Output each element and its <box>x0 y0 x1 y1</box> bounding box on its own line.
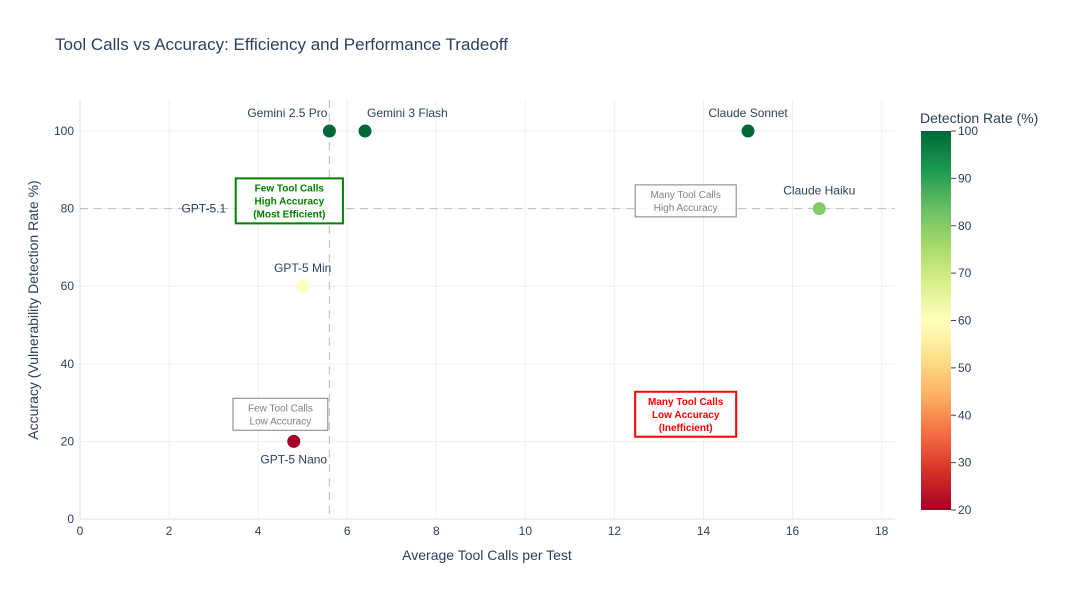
annotation-box: Few Tool Calls Low Accuracy <box>232 397 329 431</box>
annotation-box: Many Tool Calls Low Accuracy (Inefficient) <box>634 390 738 438</box>
annotation-text: Low Accuracy <box>250 416 312 427</box>
x-tick-label: 10 <box>519 524 533 538</box>
x-tick-label: 14 <box>697 524 711 538</box>
annotation-text: Many Tool Calls <box>648 397 724 408</box>
point-label: Gemini 3 Flash <box>367 106 448 120</box>
point-label: Gemini 2.5 Pro <box>247 106 327 120</box>
x-tick-label: 18 <box>875 524 889 538</box>
data-point <box>812 202 826 216</box>
data-point <box>287 434 301 448</box>
x-tick-label: 8 <box>433 524 440 538</box>
colorbar-ticks: 20 30 40 50 60 70 80 90 100 <box>951 124 978 517</box>
x-tick-label: 6 <box>344 524 351 538</box>
y-tick-label: 100 <box>54 124 74 138</box>
point-label: Claude Sonnet <box>708 106 788 120</box>
colorbar-tick-label: 40 <box>958 408 972 422</box>
colorbar-tick-label: 30 <box>958 456 972 470</box>
colorbar-tick-label: 50 <box>958 361 972 375</box>
colorbar <box>921 131 951 510</box>
data-point <box>358 124 372 138</box>
annotation-border <box>234 177 344 225</box>
annotation-text: High Accuracy <box>654 203 718 214</box>
data-point <box>741 124 755 138</box>
annotation-text: Many Tool Calls <box>650 190 720 201</box>
annotation-text: High Accuracy <box>254 196 324 207</box>
colorbar-tick-label: 90 <box>958 171 972 185</box>
annotation-border <box>634 390 738 438</box>
annotation-box: Many Tool Calls High Accuracy <box>634 184 737 218</box>
y-tick-label: 80 <box>61 202 75 216</box>
point-label: Claude Haiku <box>783 184 855 198</box>
axis-ticks: 0 2 4 6 8 10 12 14 16 18 0 20 40 60 80 100 <box>54 124 889 538</box>
colorbar-tick-label: 80 <box>958 219 972 233</box>
grid <box>79 100 895 520</box>
y-tick-label: 0 <box>67 512 74 526</box>
data-point <box>322 124 336 138</box>
point-label: GPT-5 Min <box>274 261 331 275</box>
x-tick-label: 0 <box>77 524 84 538</box>
annotation-box: Few Tool Calls High Accuracy (Most Efficie… <box>234 177 344 225</box>
data-points: Gemini 2.5 Pro Gemini 3 Flash Claude Sonne… <box>181 106 855 466</box>
annotation-text: Few Tool Calls <box>248 403 313 414</box>
annotation-border <box>232 397 329 431</box>
y-axis-label: Accuracy (Vulnerability Detection Rate %… <box>25 180 41 439</box>
y-tick-label: 40 <box>61 357 75 371</box>
colorbar-tick-label: 60 <box>958 314 972 328</box>
colorbar-tick-label: 70 <box>958 266 972 280</box>
data-point <box>296 279 310 293</box>
colorbar-tick-label: 100 <box>958 124 978 138</box>
reference-lines <box>80 100 895 519</box>
x-tick-label: 4 <box>255 524 262 538</box>
annotation-border <box>634 184 737 218</box>
x-tick-label: 16 <box>786 524 800 538</box>
annotation-text: Low Accuracy <box>652 410 720 421</box>
x-axis-label: Average Tool Calls per Test <box>402 547 572 563</box>
annotation-text: Few Tool Calls <box>255 183 325 194</box>
x-tick-label: 2 <box>166 524 173 538</box>
point-label: GPT-5 Nano <box>260 452 327 466</box>
annotation-text: (Inefficient) <box>659 423 713 434</box>
annotation-text: (Most Efficient) <box>253 209 325 220</box>
chart-title: Tool Calls vs Accuracy: Efficiency and P… <box>55 35 508 54</box>
colorbar-tick-label: 20 <box>958 503 972 517</box>
colorbar-title: Detection Rate (%) <box>920 110 1038 126</box>
x-tick-label: 12 <box>608 524 622 538</box>
y-tick-label: 60 <box>61 279 75 293</box>
point-label: GPT-5.1 <box>181 202 226 216</box>
y-tick-label: 20 <box>61 434 75 448</box>
annotations: Few Tool Calls High Accuracy (Most Efficie… <box>232 177 738 438</box>
